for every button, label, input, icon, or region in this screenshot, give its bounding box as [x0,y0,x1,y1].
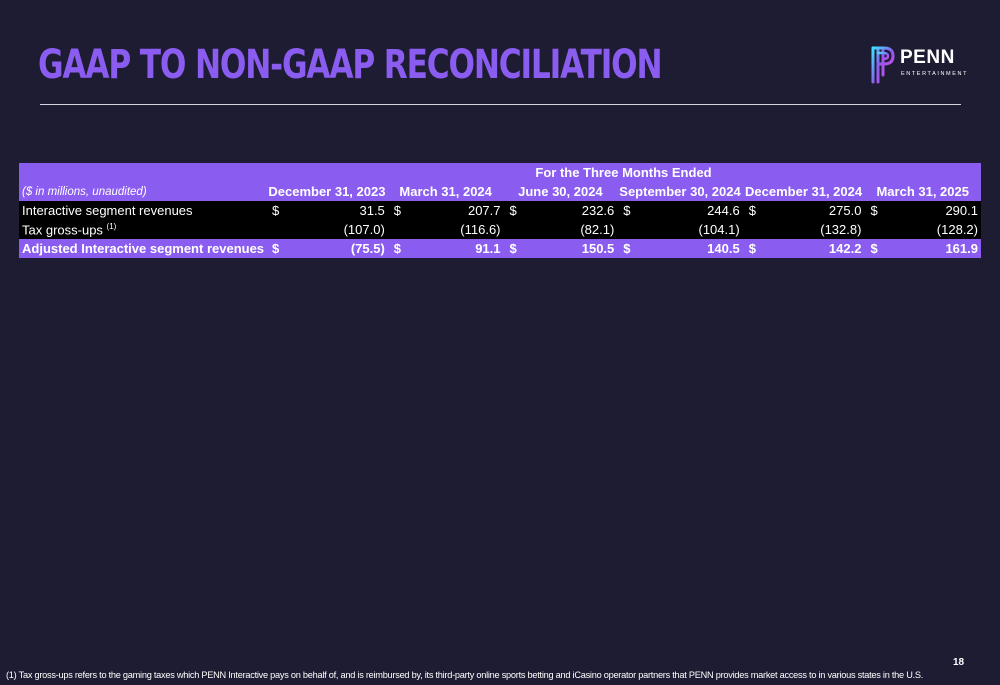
footnote-reference: (1) [106,221,117,231]
currency-symbol: $ [266,201,285,220]
penn-logo-mark-icon [871,46,895,84]
value-cell: 91.1 [405,239,504,258]
currency-symbol [864,220,883,239]
row-label-cell: Tax gross-ups (1) [19,220,267,239]
table-row-adjusted-revenues: Adjusted Interactive segment revenues $ … [19,239,981,258]
table-row-interactive-revenues: Interactive segment revenues $ 31.5 $ 20… [19,201,981,220]
value-cell: 232.6 [521,201,618,220]
column-header: December 31, 2023 [266,182,388,201]
currency-symbol: $ [503,201,522,220]
value-cell: (116.6) [405,220,504,239]
currency-symbol: $ [742,201,761,220]
currency-symbol [266,220,285,239]
value-cell: 140.5 [635,239,743,258]
title-divider [40,104,961,105]
row-label: Adjusted Interactive segment revenues [19,239,267,258]
value-cell: (75.5) [284,239,388,258]
currency-symbol [387,220,406,239]
value-cell: 275.0 [760,201,865,220]
value-cell: 290.1 [882,201,981,220]
currency-symbol: $ [864,239,883,258]
table-period-header-row: For the Three Months Ended [19,163,981,182]
column-header: March 31, 2025 [864,182,981,201]
page-title: GAAP TO NON-GAAP RECONCILIATION [38,42,663,88]
currency-symbol: $ [617,239,636,258]
table-column-header-row: ($ in millions, unaudited) December 31, … [19,182,981,201]
page-number: 18 [953,657,965,668]
currency-symbol: $ [387,201,406,220]
column-header: September 30, 2024 [617,182,743,201]
value-cell: 142.2 [760,239,865,258]
currency-symbol: $ [266,239,285,258]
column-header: March 31, 2024 [387,182,504,201]
currency-symbol: $ [864,201,883,220]
footnote: (1) Tax gross-ups refers to the gaming t… [6,670,924,680]
logo-wordmark: PENN [900,47,955,68]
value-cell: (128.2) [882,220,981,239]
row-label: Tax gross-ups [22,222,103,238]
currency-symbol [617,220,636,239]
value-cell: 161.9 [882,239,981,258]
currency-symbol: $ [742,239,761,258]
column-header: June 30, 2024 [503,182,618,201]
unit-label: ($ in millions, unaudited) [19,182,267,201]
column-header: December 31, 2024 [742,182,865,201]
currency-symbol: $ [387,239,406,258]
table-row-tax-gross-ups: Tax gross-ups (1) (107.0) (116.6) (82.1)… [19,220,981,239]
currency-symbol [742,220,761,239]
value-cell: 31.5 [284,201,388,220]
value-cell: 207.7 [405,201,504,220]
value-cell: 150.5 [521,239,618,258]
value-cell: (132.8) [760,220,865,239]
reconciliation-table: For the Three Months Ended ($ in million… [19,163,981,258]
value-cell: (104.1) [635,220,743,239]
currency-symbol [503,220,522,239]
penn-logo: PENN ENTERTAINMENT [870,45,970,85]
value-cell: (82.1) [521,220,618,239]
currency-symbol: $ [617,201,636,220]
row-label: Interactive segment revenues [19,201,267,220]
currency-symbol: $ [503,239,522,258]
value-cell: (107.0) [284,220,388,239]
logo-subtitle: ENTERTAINMENT [901,71,969,77]
period-header: For the Three Months Ended [266,163,981,182]
value-cell: 244.6 [635,201,743,220]
